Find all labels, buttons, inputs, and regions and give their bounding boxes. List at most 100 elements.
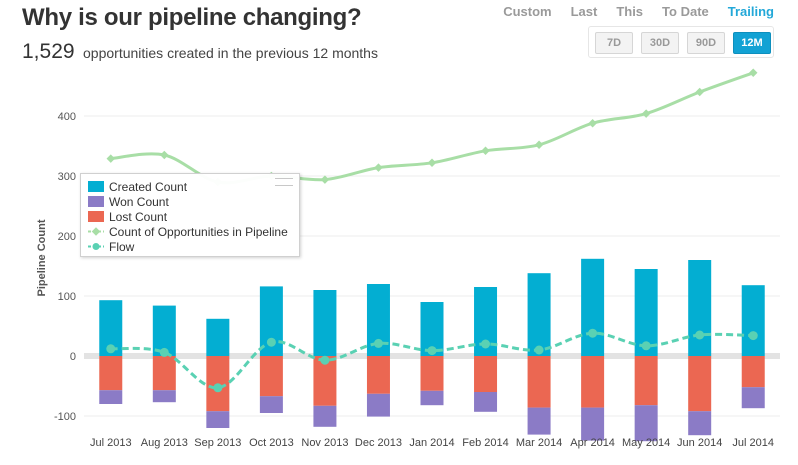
bar-won — [741, 387, 765, 409]
bar-won — [474, 392, 498, 412]
bar-lost — [259, 356, 283, 397]
x-tick-label: Aug 2013 — [141, 437, 188, 449]
flow-line-icon — [88, 243, 104, 250]
period-button-group: 7D 30D 90D 12M — [588, 26, 774, 58]
bar-won — [581, 407, 605, 441]
flow-point — [106, 344, 116, 354]
legend-label-pipeline: Count of Opportunities in Pipeline — [109, 224, 288, 239]
flow-point — [481, 339, 491, 349]
period-30d-button[interactable]: 30D — [641, 32, 679, 54]
pipeline-point — [641, 109, 651, 118]
axes: -100 0 100 200 300 400 Jul 2013 Aug 2013 Sep 201… — [54, 111, 774, 449]
chart-legend[interactable]: Created Count Won Count Lost Count Count… — [80, 173, 300, 257]
pipeline-point — [374, 163, 383, 172]
y-tick-label: 300 — [58, 171, 76, 183]
bar-lost — [99, 356, 123, 391]
bar-created — [99, 300, 123, 356]
tab-this[interactable]: This — [616, 4, 644, 19]
bar-created — [366, 284, 390, 356]
flow-point — [159, 347, 169, 357]
bar-lost — [366, 356, 390, 394]
bar-created — [420, 302, 444, 356]
pipeline-point — [427, 158, 437, 168]
bar-won — [99, 390, 123, 404]
y-tick-label: 0 — [70, 351, 76, 363]
tab-trailing[interactable]: Trailing — [727, 4, 774, 19]
opportunity-count: 1,529 — [22, 40, 75, 63]
flow-point — [373, 338, 383, 348]
x-tick-label: Jan 2014 — [409, 437, 454, 449]
pipeline-point — [534, 140, 544, 150]
y-tick-label: -100 — [54, 411, 76, 423]
pipeline-line-icon — [88, 227, 104, 236]
bar-won — [688, 411, 712, 436]
bar-lost — [527, 356, 551, 408]
flow-point — [588, 328, 598, 338]
x-tick-label: Feb 2014 — [462, 437, 508, 449]
pipeline-point — [695, 87, 704, 97]
legend-item-created[interactable]: Created Count — [88, 179, 187, 194]
x-tick-label: Apr 2014 — [570, 437, 615, 449]
bar-lost — [741, 356, 765, 388]
x-tick-label: Jul 2014 — [732, 437, 774, 449]
x-tick-label: Dec 2013 — [355, 437, 402, 449]
bar-lost — [152, 356, 176, 391]
flow-point — [213, 383, 223, 393]
tab-to-date[interactable]: To Date — [662, 4, 709, 19]
created-swatch-icon — [88, 181, 104, 192]
bar-won — [527, 407, 551, 435]
period-90d-button[interactable]: 90D — [687, 32, 725, 54]
pipeline-point — [160, 150, 169, 160]
bar-won — [420, 390, 444, 406]
bar-created — [581, 258, 605, 356]
bar-won — [313, 405, 337, 427]
y-axis-title: Pipeline Count — [36, 219, 48, 296]
flow-point — [427, 346, 437, 356]
page-title: Why is our pipeline changing? — [22, 4, 362, 31]
bar-won — [634, 405, 658, 442]
bar-created — [474, 287, 498, 356]
pipeline-point — [106, 154, 116, 163]
period-7d-button[interactable]: 7D — [595, 32, 633, 54]
bar-created — [741, 285, 765, 356]
bar-created — [634, 269, 658, 356]
legend-item-pipeline[interactable]: Count of Opportunities in Pipeline — [88, 224, 288, 239]
bar-lost — [313, 356, 337, 406]
bar-lost — [474, 356, 498, 392]
pipeline-point — [748, 68, 758, 78]
bar-created — [688, 260, 712, 356]
bar-series — [99, 258, 765, 442]
legend-item-won[interactable]: Won Count — [88, 194, 169, 209]
bar-created — [527, 273, 551, 356]
tab-last[interactable]: Last — [570, 4, 598, 19]
y-tick-label: 200 — [58, 231, 76, 243]
lost-swatch-icon — [88, 211, 104, 222]
y-tick-label: 100 — [58, 291, 76, 303]
legend-label-created: Created Count — [109, 179, 188, 194]
legend-item-flow[interactable]: Flow — [88, 239, 134, 254]
bar-lost — [688, 356, 712, 412]
subtitle-description: opportunities created in the previous 12… — [83, 45, 378, 61]
tab-custom[interactable]: Custom — [503, 4, 552, 19]
x-tick-label: Jun 2014 — [677, 437, 722, 449]
bar-won — [366, 393, 390, 417]
legend-drag-handle[interactable] — [275, 178, 293, 186]
x-tick-label: Oct 2013 — [249, 437, 294, 449]
legend-label-won: Won Count — [109, 194, 169, 209]
bar-won — [259, 396, 283, 413]
legend-item-lost[interactable]: Lost Count — [88, 209, 167, 224]
bar-created — [313, 290, 337, 356]
range-tabs: Custom Last This To Date Trailing — [503, 4, 774, 19]
x-tick-label: Nov 2013 — [301, 437, 348, 449]
bar-won — [206, 411, 230, 428]
period-12m-button[interactable]: 12M — [733, 32, 771, 54]
pipeline-point — [320, 175, 330, 184]
pipeline-point — [588, 118, 597, 128]
bar-created — [259, 286, 283, 356]
bar-won — [152, 390, 176, 403]
x-tick-label: Mar 2014 — [516, 437, 562, 449]
flow-point — [320, 355, 330, 365]
flow-point — [748, 331, 758, 341]
bar-created — [152, 305, 176, 356]
won-swatch-icon — [88, 196, 104, 207]
